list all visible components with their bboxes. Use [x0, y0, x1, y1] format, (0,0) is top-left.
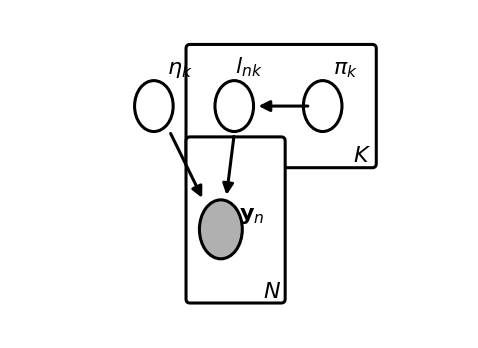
Text: $K$: $K$ — [352, 145, 370, 167]
Text: $l_{nk}$: $l_{nk}$ — [235, 55, 263, 79]
FancyBboxPatch shape — [186, 137, 285, 303]
Ellipse shape — [135, 81, 173, 132]
FancyBboxPatch shape — [186, 45, 376, 168]
Ellipse shape — [304, 81, 342, 132]
Text: $\pi_k$: $\pi_k$ — [333, 57, 358, 80]
Ellipse shape — [199, 200, 242, 259]
Text: $N$: $N$ — [263, 281, 281, 303]
Text: $\mathbf{y}_n$: $\mathbf{y}_n$ — [239, 204, 264, 226]
Ellipse shape — [215, 81, 253, 132]
Text: $\eta_k$: $\eta_k$ — [166, 57, 192, 80]
